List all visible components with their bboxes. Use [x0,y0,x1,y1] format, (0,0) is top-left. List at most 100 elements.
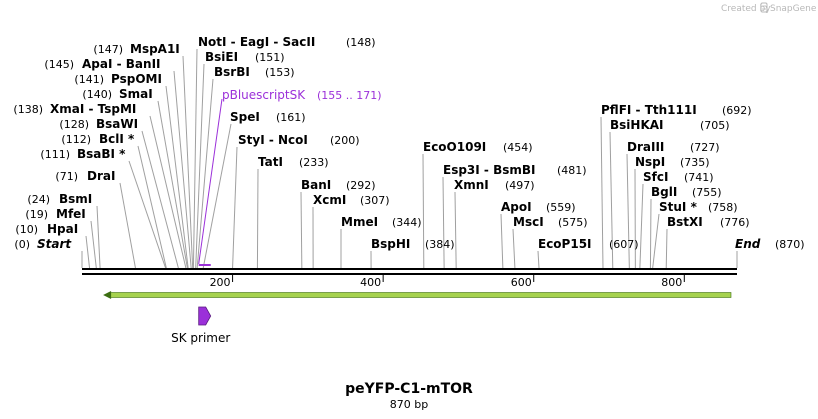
site-ecop15i[interactable]: EcoP15I (607) [538,237,639,251]
site-position: (481) [557,164,587,177]
site-name: BsaWI [96,117,138,131]
site-position: (112) [61,133,91,146]
site-leader-line [626,153,630,269]
site-position: (607) [609,238,639,251]
site-name: BglI [651,185,677,199]
feature-name: pBluescriptSK [222,88,306,102]
site-name: SpeI [230,110,260,124]
site-pflfi-tth111i[interactable]: PflFI - Tth111I (692) [601,103,752,117]
site-leader-line [149,115,187,269]
site-leader-line [141,130,179,269]
site-name: BsiHKAI [610,118,664,132]
dna-backbone [82,268,737,275]
site-drai[interactable]: (71) DraI [55,169,115,183]
site-name: DraI [87,169,115,183]
site-nspi[interactable]: NspI (735) [635,155,710,169]
site-bgli[interactable]: BglI (755) [651,185,722,199]
site-leader-line [649,198,652,269]
site-bsiei[interactable]: BsiEI (151) [205,50,285,64]
site-leader-line [652,213,660,269]
site-pspomi[interactable]: (141) PspOMI [74,72,162,86]
site-smai[interactable]: (140) SmaI [82,87,152,101]
site-mspa1i[interactable]: (147) MspA1I [93,42,179,56]
site-leader-line [665,228,668,269]
snapgene-logo-icon [760,2,768,13]
site-leader-line [422,153,425,269]
site-name: BanI [301,178,331,192]
site-bani[interactable]: BanI (292) [301,178,376,192]
site-leader-line [512,228,516,269]
site-name: BclI * [99,132,135,146]
site-position: (735) [680,156,710,169]
site-xmni[interactable]: XmnI (497) [454,178,535,192]
site-msci[interactable]: MscI (575) [513,215,588,229]
site-name: PspOMI [111,72,162,86]
site-name: MspA1I [130,42,180,56]
site-bsabi[interactable]: (111) BsaBI * [40,147,126,161]
site-leader-line [256,168,259,269]
site-apai-banii[interactable]: (145) ApaI - BanII [44,57,160,71]
site-bsihkai[interactable]: BsiHKAI (705) [610,118,730,132]
site-apoi[interactable]: ApoI (559) [501,200,576,214]
site-leader-line [300,191,303,269]
site-name: SmaI [119,87,153,101]
site-name: EcoP15I [538,237,592,251]
orf-arrow[interactable] [103,291,732,299]
site-position: (384) [425,238,455,251]
site-name: Start [37,237,72,251]
scale-tick-label: 600 [511,276,532,289]
site-spei[interactable]: SpeI (161) [230,110,306,124]
site-name: NspI [635,155,665,169]
site-name: BspHI [371,237,410,251]
site-mfei[interactable]: (19) MfeI [25,207,85,221]
site-position: (10) [15,223,38,236]
site-position: (344) [392,216,422,229]
site-bsphi[interactable]: BspHI (384) [371,237,455,251]
site-bcli[interactable]: (112) BclI * [61,132,135,146]
site-name: NotI - EagI - SacII [198,35,315,49]
primer-sk-primer[interactable]: SK primer [171,306,230,345]
site-tati[interactable]: TatI (233) [258,155,329,169]
site-name: MmeI [341,215,378,229]
site-xmai-tspmi[interactable]: (138) XmaI - TspMI [13,102,136,116]
site-bsawi[interactable]: (128) BsaWI [59,117,138,131]
site-mmei[interactable]: MmeI (344) [341,215,422,229]
site-leader-line [85,235,91,269]
site-position: (71) [55,170,78,183]
site-name: ApaI - BanII [82,57,161,71]
site-esp3i-bsmbi[interactable]: Esp3I - BsmBI (481) [443,163,587,177]
site-styi-ncoi[interactable]: StyI - NcoI (200) [238,133,360,147]
site-xcmi[interactable]: XcmI (307) [313,193,390,207]
site-position: (138) [13,103,43,116]
site-leader-line [600,116,604,269]
site-sfci[interactable]: SfcI (741) [643,170,714,184]
site-position: (755) [692,186,722,199]
site-position: (870) [775,238,805,251]
site-name: XmnI [454,178,489,192]
site-position: (147) [93,43,123,56]
map-title: peYFP-C1-mTOR [345,381,473,397]
site-ecoo109i[interactable]: EcoO109I (454) [423,140,533,154]
site-end[interactable]: End (870) [735,237,805,251]
feature-pbluescriptsk[interactable]: pBluescriptSK (155 .. 171) [198,88,382,266]
label-leader-lines [81,48,738,269]
site-position: (292) [346,179,376,192]
site-bstxi[interactable]: BstXI (776) [667,215,750,229]
site-noti-eagi-sacii[interactable]: NotI - EagI - SacII (148) [198,35,376,49]
site-bsrbi[interactable]: BsrBI (153) [214,65,295,79]
site-bsmi[interactable]: (24) BsmI [27,192,92,206]
site-position: (307) [360,194,390,207]
site-hpai[interactable]: (10) HpaI [15,222,78,236]
site-name: DraIII [627,140,664,154]
site-leader-line [165,85,189,269]
feature-leader-line [198,98,223,265]
site-start[interactable]: (0) Start [14,237,72,251]
site-leader-line [202,123,232,269]
primer-label: SK primer [171,331,230,345]
site-stui[interactable]: StuI * (758) [659,200,738,214]
site-position: (140) [82,88,112,101]
site-name: SfcI [643,170,668,184]
site-draiii[interactable]: DraIII (727) [627,140,720,154]
feature-bars: pBluescriptSK (155 .. 171) [198,88,382,266]
site-leader-line [454,191,457,269]
